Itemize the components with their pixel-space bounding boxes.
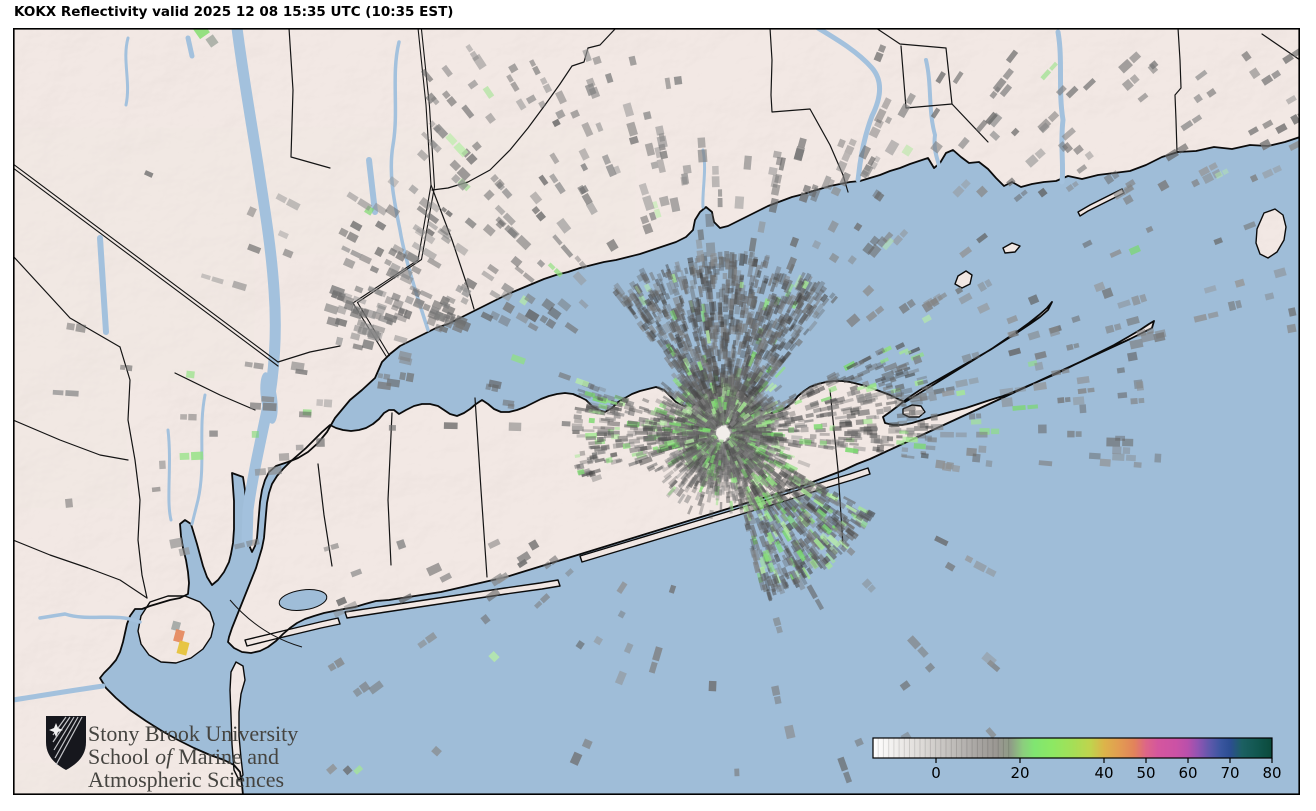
li-queens-nassau-line: [387, 412, 393, 566]
colorbar-ticks: 0 20 40 50 60 70 80: [931, 758, 1282, 782]
logo-line-1: Stony Brook University: [88, 721, 298, 746]
harbor-channel-line: [229, 599, 303, 648]
nj-county-line-1: [119, 346, 148, 599]
stony-brook-shield-icon: [46, 716, 86, 770]
notable-echo: [173, 629, 185, 643]
notable-echoes: [170, 28, 219, 656]
state-border-ny-nj: [13, 163, 279, 367]
notable-echo: [170, 620, 182, 632]
candlewood-lake: [366, 157, 378, 215]
nj-county-line-4: [174, 372, 256, 411]
nj-county-line-2: [13, 419, 129, 461]
raritan-river: [13, 683, 106, 703]
colorbar-tick-label: 40: [1094, 764, 1113, 782]
westchester-line: [288, 28, 331, 169]
greenwood-lake: [97, 235, 109, 335]
li-suffolk-line: [829, 389, 844, 547]
radar-site-hole: [714, 424, 732, 442]
colorbar-gradient-bar: [873, 738, 1272, 758]
colorbar-tick-label: 70: [1220, 764, 1239, 782]
notable-echo: [192, 28, 210, 40]
notable-echo: [176, 640, 190, 656]
ne-corner-line: [1261, 33, 1300, 61]
ct-county-box: [875, 28, 953, 109]
nw-river: [124, 36, 130, 107]
colorbar-tick-label: 50: [1136, 764, 1155, 782]
nj-county-line-5: [13, 255, 121, 348]
colorbar-stripes: [877, 738, 1010, 758]
logo-line-3: Atmospheric Sciences: [88, 767, 284, 792]
colorbar-tick-label: 0: [931, 764, 941, 782]
ri-ct-border: [1174, 28, 1182, 153]
ct-county-line-e: [951, 103, 989, 143]
page-title: KOKX Reflectivity valid 2025 12 08 15:35…: [14, 4, 454, 20]
stony-brook-logo: Stony Brook University School of Marine an…: [46, 716, 298, 792]
radar-echoes: [52, 44, 1300, 784]
nj-county-line-3: [13, 539, 148, 599]
li-brooklyn-queens-line: [317, 463, 333, 567]
colorbar-tick-label: 20: [1010, 764, 1029, 782]
rahway-river: [38, 612, 142, 624]
notable-echo: [205, 34, 219, 48]
passaic-river: [190, 393, 207, 526]
hackensack-river: [166, 428, 173, 522]
ct-county-line-a: [430, 184, 475, 310]
thames-river: [924, 58, 941, 168]
hudson-river: [231, 28, 281, 548]
connecticut-river: [815, 28, 882, 183]
li-nassau-suffolk-line: [474, 397, 488, 578]
radar-map: Stony Brook University School of Marine an…: [13, 28, 1300, 795]
logo-line-2: School of Marine and: [88, 744, 279, 769]
east-ct-river: [1055, 29, 1066, 185]
colorbar-tick-label: 80: [1262, 764, 1281, 782]
map-frame: [13, 28, 1300, 795]
small-lake: [185, 35, 195, 59]
housatonic-river: [389, 40, 430, 332]
colorbar-tick-label: 60: [1178, 764, 1197, 782]
reflectivity-colorbar: 0 20 40 50 60 70 80: [872, 737, 1282, 782]
westchester-line-2: [277, 345, 341, 363]
jamaica-bay: [278, 589, 328, 611]
